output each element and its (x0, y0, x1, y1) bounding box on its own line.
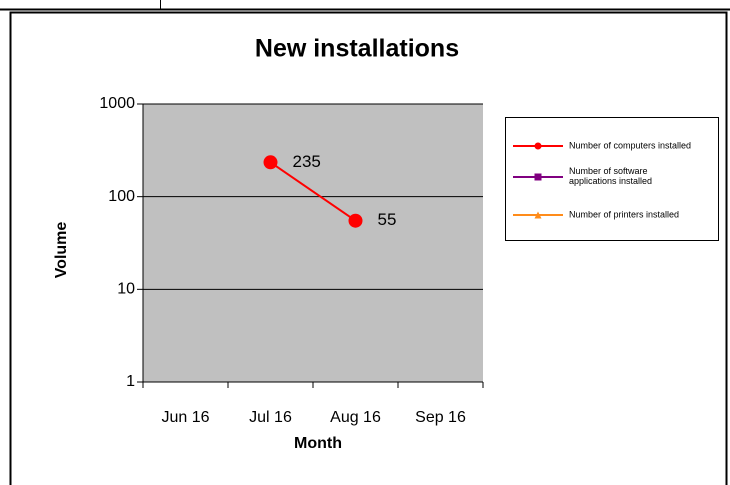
data-point (263, 155, 278, 170)
legend-marker (534, 173, 542, 181)
y-axis-label: Volume (53, 222, 70, 279)
x-tick-label: Jul 16 (249, 409, 292, 426)
legend-marker (534, 211, 542, 219)
plot-area (143, 104, 483, 382)
data-label: 235 (293, 152, 321, 171)
x-tick-label: Jun 16 (161, 409, 209, 426)
legend-label: Number of printers installed (569, 209, 679, 219)
data-point (348, 213, 363, 228)
x-axis-label: Month (294, 435, 342, 452)
x-tick-label: Sep 16 (415, 409, 466, 426)
x-tick-label: Aug 16 (330, 409, 381, 426)
y-tick-label: 10 (117, 281, 135, 298)
y-tick-label: 1 (126, 373, 135, 390)
legend-label: Number of software applications installed (569, 166, 652, 186)
y-tick-label: 1000 (99, 95, 135, 112)
y-tick-label: 100 (108, 188, 135, 205)
legend-marker (534, 142, 542, 150)
series-line (269, 161, 357, 222)
data-label: 55 (378, 210, 397, 229)
chart-border (9, 11, 728, 485)
legend-label: Number of computers installed (569, 140, 691, 150)
chart-title: New installations (255, 35, 459, 63)
